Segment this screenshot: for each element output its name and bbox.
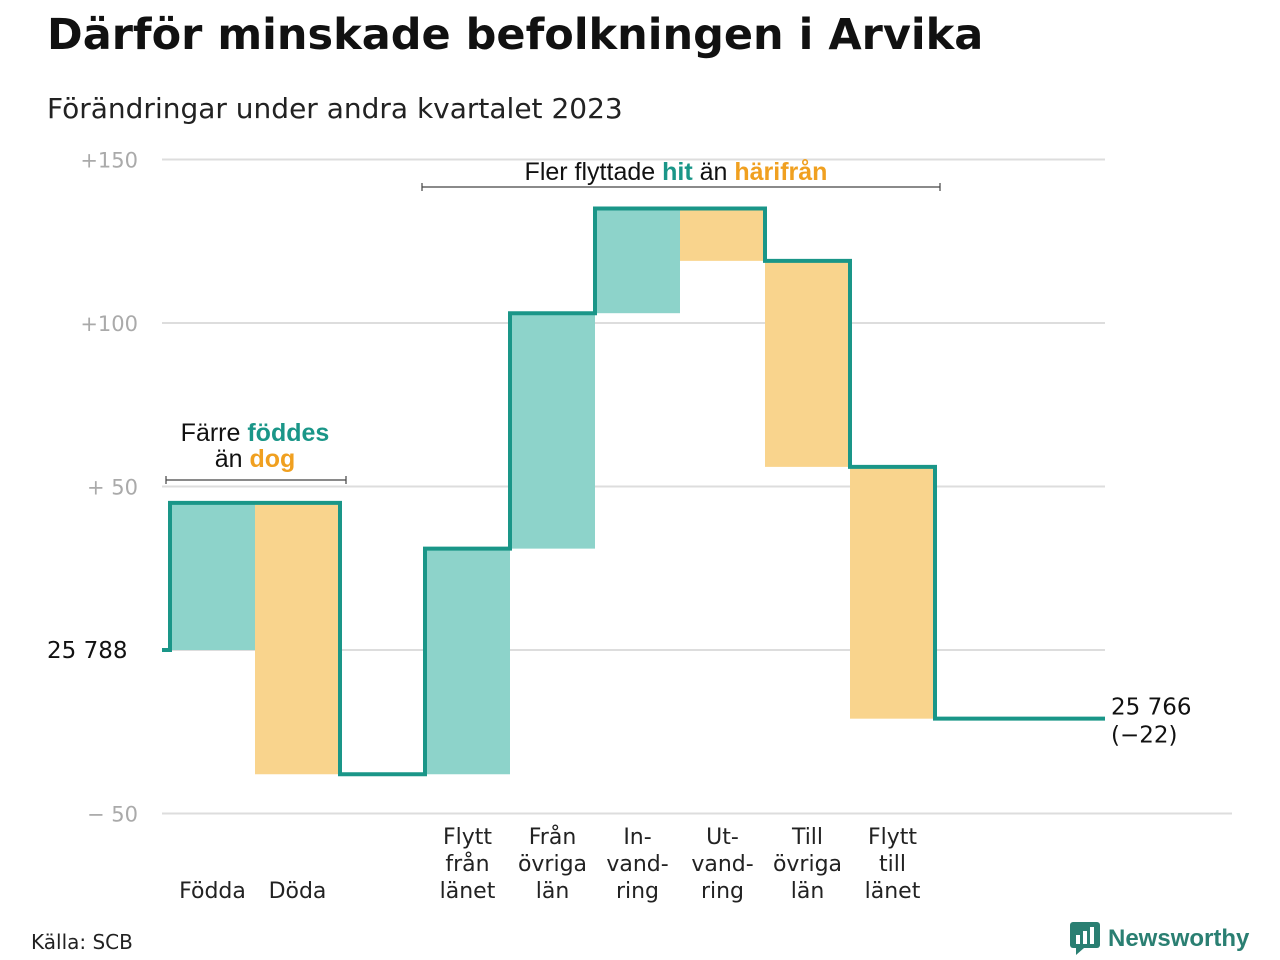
category-label: vand- <box>691 852 753 877</box>
annotation-segment: än <box>215 445 250 473</box>
annotation-text: än dog <box>215 445 296 473</box>
y-tick-label: +100 <box>80 312 138 336</box>
category-label: länet <box>440 879 496 904</box>
category-label: vand- <box>606 852 668 877</box>
annotation-segment: än <box>693 158 735 186</box>
brand-name: Newsworthy <box>1108 925 1250 952</box>
category-label: från <box>445 851 489 877</box>
chart-subtitle: Förändringar under andra kvartalet 2023 <box>47 92 623 125</box>
y-tick-label: − 50 <box>87 803 138 827</box>
category-label: Döda <box>269 879 327 904</box>
category-label: till <box>879 852 906 877</box>
category-label: Till <box>791 825 823 850</box>
end-value-label: 25 766 <box>1111 695 1191 721</box>
waterfall-bar <box>255 502 340 775</box>
newsworthy-logo-icon <box>1070 922 1100 955</box>
category-label: Flytt <box>443 825 492 850</box>
category-label: In- <box>623 825 651 850</box>
category-label: övriga <box>518 852 587 877</box>
annotation-text: Färre föddes <box>181 419 330 447</box>
category-label: ring <box>616 879 659 904</box>
start-value-label: 25 788 <box>47 638 127 664</box>
waterfall-bar <box>765 260 850 467</box>
waterfall-bar <box>170 502 255 650</box>
y-tick-label: + 50 <box>87 476 138 500</box>
source-note: Källa: SCB <box>31 930 133 954</box>
end-change-label: (−22) <box>1111 723 1177 749</box>
category-label: län <box>536 879 570 904</box>
annotation-segment: härifrån <box>734 158 827 186</box>
category-label: ring <box>701 879 744 904</box>
chart-title: Därför minskade befolkningen i Arvika <box>47 10 984 60</box>
category-label: Födda <box>179 879 246 904</box>
category-label: länet <box>865 879 921 904</box>
category-label: övriga <box>773 852 842 877</box>
y-tick-label: +150 <box>80 149 138 173</box>
brand-logo: Newsworthy <box>1070 922 1249 956</box>
category-label: län <box>791 879 825 904</box>
annotation-segment: föddes <box>247 419 329 447</box>
annotation-segment: Fler flyttade <box>525 158 663 186</box>
cumulative-step-line <box>162 206 1105 777</box>
annotation-text: Fler flyttade hit än härifrån <box>525 158 828 186</box>
category-label: Ut- <box>706 825 739 850</box>
waterfall-bar <box>680 208 765 261</box>
category-label: Flytt <box>868 825 917 850</box>
waterfall-bar <box>850 466 935 719</box>
category-label: Från <box>529 824 577 850</box>
waterfall-bar <box>595 208 680 314</box>
waterfall-bar <box>425 548 510 775</box>
annotation-segment: hit <box>662 158 693 186</box>
annotation-segment: dog <box>249 445 295 473</box>
annotation-segment: Färre <box>181 419 248 447</box>
waterfall-bar <box>510 313 595 549</box>
